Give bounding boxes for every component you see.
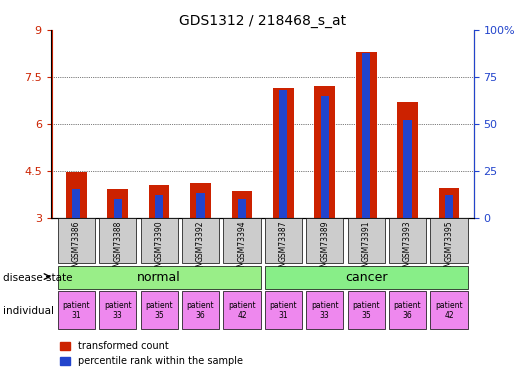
Text: GSM73394: GSM73394 xyxy=(237,220,247,262)
Text: patient
35: patient 35 xyxy=(145,301,173,320)
Text: GSM73386: GSM73386 xyxy=(72,220,81,262)
FancyBboxPatch shape xyxy=(265,218,302,263)
FancyBboxPatch shape xyxy=(389,291,426,329)
Text: patient
36: patient 36 xyxy=(394,301,421,320)
Bar xyxy=(108,189,128,217)
FancyBboxPatch shape xyxy=(431,218,468,263)
Bar xyxy=(155,195,163,217)
Text: individual: individual xyxy=(3,306,54,315)
Bar xyxy=(362,53,370,217)
FancyBboxPatch shape xyxy=(348,218,385,263)
FancyBboxPatch shape xyxy=(265,266,468,290)
Text: GSM73395: GSM73395 xyxy=(444,220,454,262)
Bar xyxy=(321,96,329,218)
Bar xyxy=(66,172,87,217)
Title: GDS1312 / 218468_s_at: GDS1312 / 218468_s_at xyxy=(179,13,346,28)
FancyBboxPatch shape xyxy=(58,218,95,263)
Text: GSM73387: GSM73387 xyxy=(279,220,288,262)
FancyBboxPatch shape xyxy=(58,291,95,329)
FancyBboxPatch shape xyxy=(224,218,261,263)
FancyBboxPatch shape xyxy=(265,291,302,329)
FancyBboxPatch shape xyxy=(348,291,385,329)
Bar xyxy=(356,52,376,217)
Bar xyxy=(273,88,294,218)
Bar xyxy=(232,191,252,217)
Text: GSM73390: GSM73390 xyxy=(154,220,164,262)
Bar xyxy=(397,102,418,218)
Text: GSM73388: GSM73388 xyxy=(113,220,122,262)
Bar xyxy=(403,120,411,218)
FancyBboxPatch shape xyxy=(389,218,426,263)
Text: normal: normal xyxy=(138,271,181,284)
FancyBboxPatch shape xyxy=(306,218,344,263)
Bar xyxy=(149,185,169,218)
FancyBboxPatch shape xyxy=(141,218,178,263)
Text: GSM73389: GSM73389 xyxy=(320,220,329,262)
Text: patient
33: patient 33 xyxy=(311,301,338,320)
Text: GSM73392: GSM73392 xyxy=(196,220,205,262)
Bar xyxy=(279,90,287,218)
Text: patient
42: patient 42 xyxy=(435,301,463,320)
Text: disease state: disease state xyxy=(3,273,72,283)
Text: patient
36: patient 36 xyxy=(187,301,214,320)
Bar xyxy=(445,195,453,217)
Text: patient
42: patient 42 xyxy=(228,301,256,320)
FancyBboxPatch shape xyxy=(182,291,219,329)
FancyBboxPatch shape xyxy=(99,291,136,329)
Text: GSM73391: GSM73391 xyxy=(362,220,371,262)
FancyBboxPatch shape xyxy=(99,218,136,263)
Text: patient
35: patient 35 xyxy=(352,301,380,320)
Bar xyxy=(72,189,80,217)
Text: GSM73393: GSM73393 xyxy=(403,220,412,262)
Bar xyxy=(238,199,246,217)
Text: patient
33: patient 33 xyxy=(104,301,131,320)
Bar xyxy=(314,86,335,218)
Text: patient
31: patient 31 xyxy=(62,301,90,320)
FancyBboxPatch shape xyxy=(431,291,468,329)
Legend: transformed count, percentile rank within the sample: transformed count, percentile rank withi… xyxy=(56,338,247,370)
FancyBboxPatch shape xyxy=(224,291,261,329)
Bar xyxy=(114,199,122,217)
FancyBboxPatch shape xyxy=(141,291,178,329)
FancyBboxPatch shape xyxy=(58,266,261,290)
Text: patient
31: patient 31 xyxy=(269,301,297,320)
FancyBboxPatch shape xyxy=(182,218,219,263)
Bar xyxy=(190,183,211,218)
FancyBboxPatch shape xyxy=(306,291,344,329)
Text: cancer: cancer xyxy=(345,271,387,284)
Bar xyxy=(196,193,204,217)
Bar xyxy=(439,188,459,218)
